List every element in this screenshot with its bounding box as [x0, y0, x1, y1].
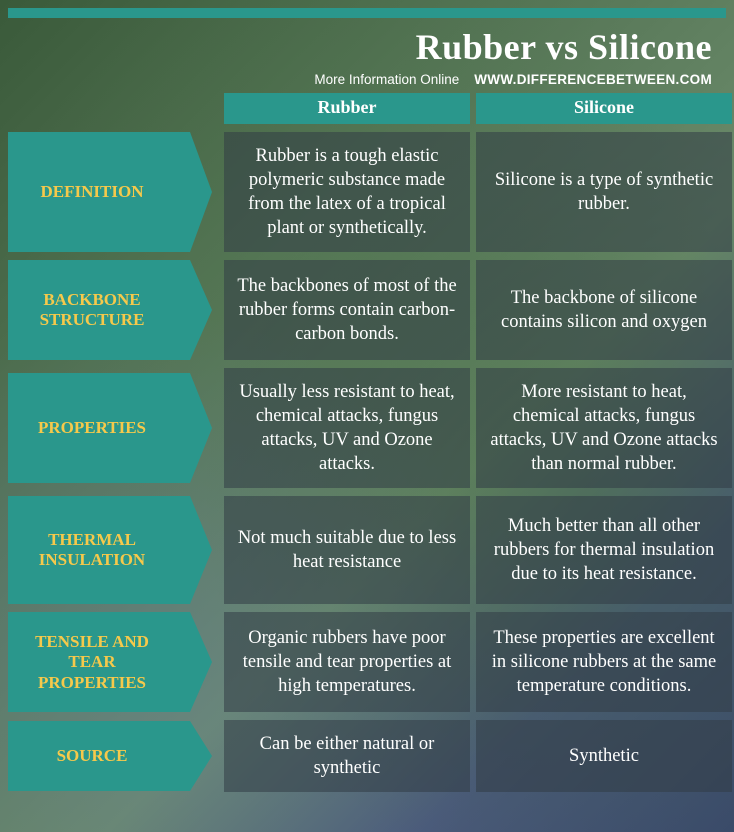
table-row: THERMAL INSULATION Not much suitable due… [8, 496, 726, 604]
header-spacer [8, 93, 218, 124]
column-header-rubber: Rubber [224, 93, 470, 124]
page-title: Rubber vs Silicone [22, 26, 712, 68]
site-link[interactable]: www.DifferenceBetween.com [474, 72, 712, 87]
row-label-definition: DEFINITION [8, 132, 190, 252]
table-row: BACKBONE STRUCTURE The backbones of most… [8, 260, 726, 360]
row-label-thermal: THERMAL INSULATION [8, 496, 190, 604]
infographic-container: Rubber vs Silicone More Information Onli… [0, 0, 734, 800]
table-row: PROPERTIES Usually less resistant to hea… [8, 368, 726, 488]
row-label-tensile: TENSILE AND TEAR PROPERTIES [8, 612, 190, 712]
row-label-wrap: SOURCE [8, 720, 218, 792]
cell-silicone: Synthetic [476, 720, 732, 792]
cell-rubber: Usually less resistant to heat, chemical… [224, 368, 470, 488]
cell-rubber: The backbones of most of the rubber form… [224, 260, 470, 360]
cell-silicone: More resistant to heat, chemical attacks… [476, 368, 732, 488]
more-info-text: More Information Online [314, 72, 459, 87]
table-row: DEFINITION Rubber is a tough elastic pol… [8, 132, 726, 252]
column-header-silicone: Silicone [476, 93, 732, 124]
row-label-wrap: THERMAL INSULATION [8, 496, 218, 604]
header: Rubber vs Silicone [8, 18, 726, 70]
cell-rubber: Can be either natural or synthetic [224, 720, 470, 792]
row-label-wrap: BACKBONE STRUCTURE [8, 260, 218, 360]
cell-silicone: The backbone of silicone contains silico… [476, 260, 732, 360]
row-label-wrap: TENSILE AND TEAR PROPERTIES [8, 612, 218, 712]
cell-rubber: Rubber is a tough elastic polymeric subs… [224, 132, 470, 252]
column-headers: Rubber Silicone [8, 93, 726, 124]
cell-silicone: Much better than all other rubbers for t… [476, 496, 732, 604]
top-accent-band [8, 8, 726, 18]
cell-rubber: Organic rubbers have poor tensile and te… [224, 612, 470, 712]
row-label-backbone: BACKBONE STRUCTURE [8, 260, 190, 360]
cell-silicone: These properties are excellent in silico… [476, 612, 732, 712]
sub-header: More Information Online www.DifferenceBe… [8, 70, 726, 93]
row-label-source: SOURCE [8, 721, 190, 791]
row-label-properties: PROPERTIES [8, 373, 190, 483]
row-label-wrap: DEFINITION [8, 132, 218, 252]
cell-silicone: Silicone is a type of synthetic rubber. [476, 132, 732, 252]
cell-rubber: Not much suitable due to less heat resis… [224, 496, 470, 604]
table-row: SOURCE Can be either natural or syntheti… [8, 720, 726, 792]
row-label-wrap: PROPERTIES [8, 368, 218, 488]
table-row: TENSILE AND TEAR PROPERTIES Organic rubb… [8, 612, 726, 712]
